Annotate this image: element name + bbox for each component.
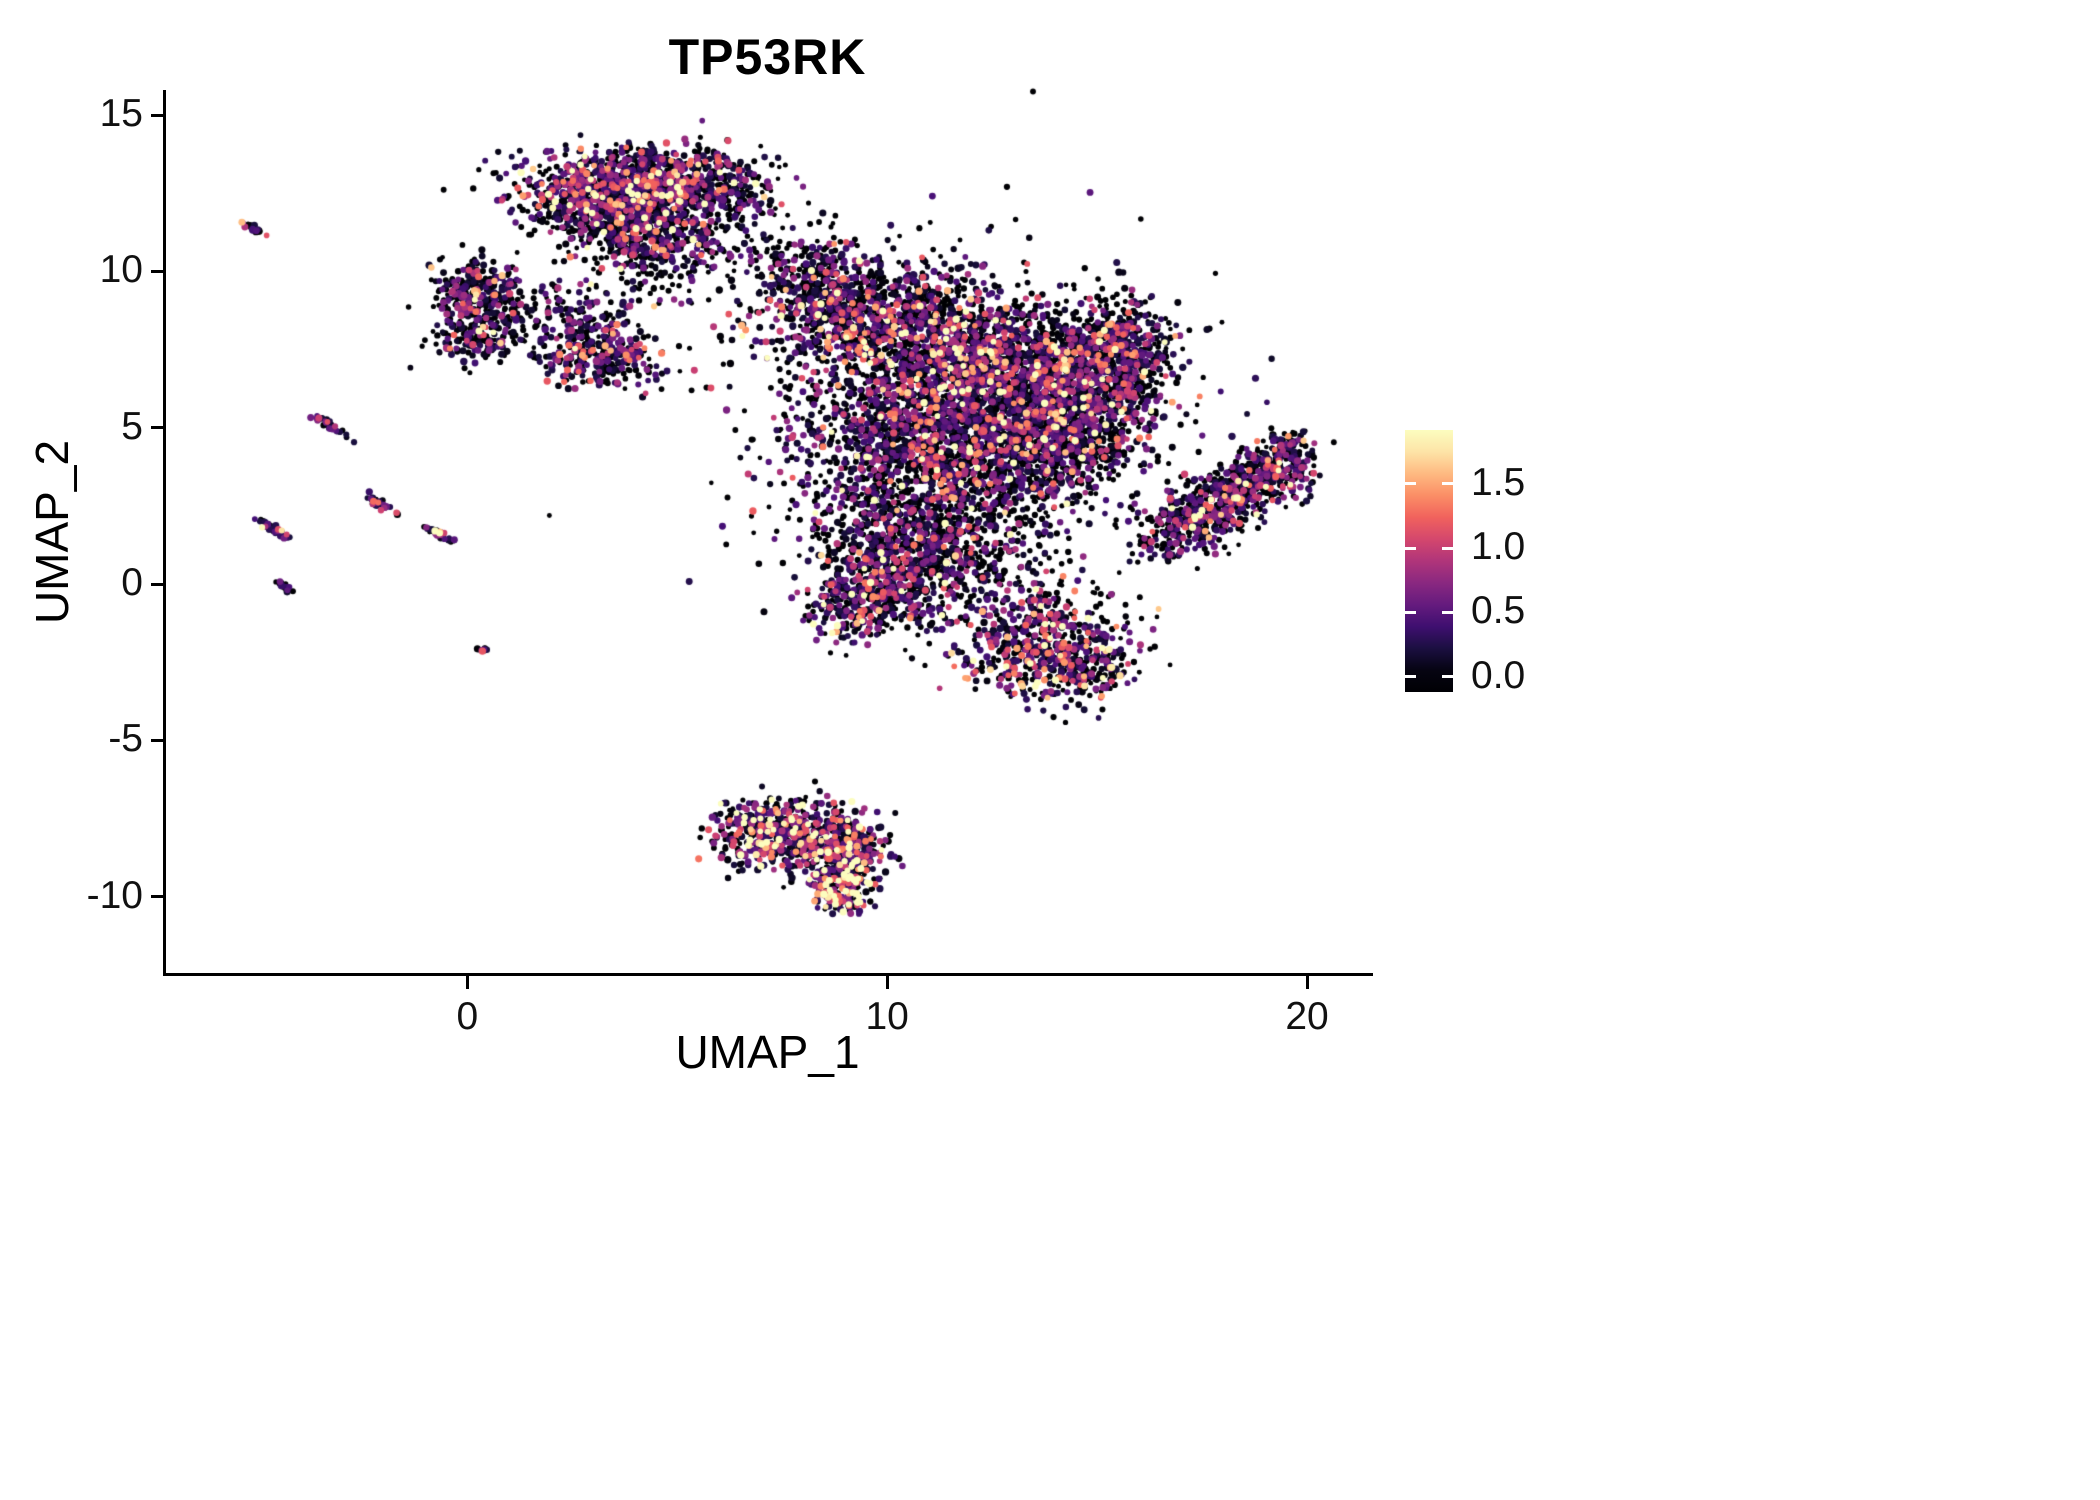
x-tick-label: 10 [865,995,909,1038]
y-tick-mark [151,582,165,586]
colorbar-tick-mark [1405,675,1416,679]
colorbar-tick-mark [1405,610,1416,614]
x-tick-mark [885,975,889,989]
y-tick-label: 10 [99,248,143,292]
y-tick-label: -10 [86,873,143,917]
colorbar-tick-mark [1405,546,1416,550]
y-tick-mark [151,895,165,899]
colorbar-tick-label: 0.5 [1471,589,1526,633]
colorbar-tick-mark [1405,482,1416,486]
colorbar-tick-mark [1442,675,1453,679]
y-tick-mark [151,269,165,273]
y-tick-mark [151,426,165,430]
x-tick-label: 20 [1285,995,1329,1038]
y-tick-mark [151,113,165,117]
y-tick-mark [151,738,165,742]
y-tick-label: 0 [121,561,143,605]
y-tick-label: 5 [121,404,143,448]
expression-colorbar [1405,430,1453,692]
y-tick-label: 15 [99,92,143,136]
x-axis-title: UMAP_1 [675,1026,860,1078]
x-tick-mark [1305,975,1309,989]
colorbar-tick-mark [1442,610,1453,614]
x-tick-mark [465,975,469,989]
colorbar-tick-mark [1442,546,1453,550]
colorbar-tick-label: 1.5 [1471,460,1526,504]
colorbar-tick-label: 0.0 [1471,653,1526,697]
x-axis-line [163,973,1373,976]
colorbar-tick-mark [1442,482,1453,486]
x-tick-label: 0 [456,995,479,1038]
y-axis-line [163,90,166,976]
colorbar-tick-label: 1.0 [1471,525,1526,569]
y-axis-title: UMAP_2 [26,439,78,625]
y-tick-label: -5 [108,717,143,761]
